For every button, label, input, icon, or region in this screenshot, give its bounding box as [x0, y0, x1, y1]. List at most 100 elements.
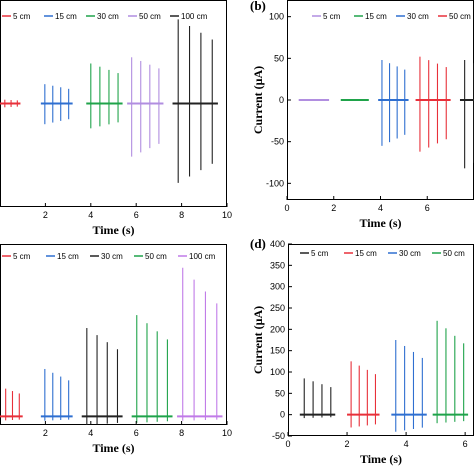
legend-item: 30 cm	[388, 249, 421, 258]
legend: 5 cm 15 cm 30 cm 50 cm	[312, 12, 471, 21]
y-tick-label: 0	[280, 410, 285, 420]
legend-item: 30 cm	[90, 252, 123, 261]
y-axis: -50 0 50 100 150 200 250 300 350 400	[270, 239, 292, 441]
y-axis-title: Current (μA)	[251, 66, 265, 134]
plot-frame	[0, 244, 227, 425]
series-50-cm	[127, 57, 164, 157]
x-axis-title: Time (s)	[360, 452, 402, 466]
x-axis: 2 4 6 8 10	[43, 203, 232, 220]
plot-area	[299, 320, 469, 432]
y-axis-title: Current (μA)	[251, 306, 265, 374]
y-tick-label: 50	[275, 388, 285, 398]
y-tick-label: 100	[269, 12, 284, 22]
x-tick-label: 10	[222, 428, 232, 438]
panel-label: (b)	[250, 0, 266, 13]
legend-label: 50 cm	[139, 12, 161, 21]
y-tick-label: 350	[270, 260, 285, 270]
legend: 5 cm 15 cm 30 cm 50 cm 100 cm	[2, 252, 216, 261]
x-tick-label: 4	[378, 203, 383, 213]
legend-item: 5 cm	[2, 252, 31, 261]
legend-label: 30 cm	[407, 12, 429, 21]
legend-label: 30 cm	[97, 12, 119, 21]
legend-item: 15 cm	[344, 249, 377, 258]
legend-item: 50 cm	[432, 249, 465, 258]
series-50-cm	[432, 320, 469, 424]
legend-label: 50 cm	[443, 249, 465, 258]
x-axis: 0 2 4 6	[285, 432, 468, 449]
y-tick-label: 200	[270, 324, 285, 334]
x-tick-label: 2	[345, 439, 350, 449]
y-tick-label: 0	[279, 95, 284, 105]
legend-item: 50 cm	[134, 252, 167, 261]
x-tick-label: 6	[425, 203, 430, 213]
legend-label: 15 cm	[365, 12, 387, 21]
series-30-cm	[86, 63, 123, 129]
legend-label: 5 cm	[323, 12, 341, 21]
legend-label: 15 cm	[57, 252, 79, 261]
legend-label: 5 cm	[311, 249, 329, 258]
series-5-cm	[0, 99, 21, 108]
panel-a: 2 4 6 8 10 Time (s) 5 cm 15 cm 30 cm 50 cm 100 cm	[0, 0, 232, 237]
legend-label: 50 cm	[145, 252, 167, 261]
x-axis-title: Time (s)	[92, 441, 134, 455]
series-50-cm	[415, 56, 451, 152]
x-tick-label: 8	[179, 428, 184, 438]
series-5-cm	[0, 388, 23, 421]
x-tick-label: 10	[222, 210, 232, 220]
legend-item: 100 cm	[178, 252, 216, 261]
series-15-cm	[40, 84, 73, 125]
y-tick-label: 250	[270, 303, 285, 313]
legend-label: 30 cm	[399, 249, 421, 258]
x-axis: 0 2 4 6	[284, 196, 430, 213]
y-tick-label: 400	[270, 239, 285, 249]
legend-item: 5 cm	[300, 249, 329, 258]
x-tick-label: 6	[134, 428, 139, 438]
legend-label: 100 cm	[189, 252, 216, 261]
series-15-cm	[40, 368, 73, 421]
y-tick-label: -50	[272, 431, 285, 441]
y-tick-label: 300	[270, 282, 285, 292]
legend-label: 30 cm	[101, 252, 123, 261]
y-tick-label: 100	[270, 367, 285, 377]
legend-item: 100 cm	[170, 12, 208, 21]
series-5-cm	[299, 378, 336, 419]
series-30-cm	[391, 340, 427, 432]
x-axis-title: Time (s)	[359, 216, 401, 230]
plot-area	[298, 56, 474, 169]
panel-b: 0 2 4 6 Time (s) -100 -50 0 50 100 Current (μA) (b)…	[250, 0, 474, 230]
legend-item: 15 cm	[354, 12, 387, 21]
legend-label: 50 cm	[449, 12, 471, 21]
legend-item: 50 cm	[128, 12, 161, 21]
x-tick-label: 6	[134, 210, 139, 220]
plot-area	[0, 19, 218, 183]
x-axis: 2 4 6 8 10	[43, 421, 232, 438]
series-100-cm	[177, 267, 223, 421]
legend-item: 50 cm	[438, 12, 471, 21]
legend-item: 15 cm	[44, 12, 77, 21]
legend-item: 5 cm	[312, 12, 341, 21]
legend: 5 cm 15 cm 30 cm 50 cm	[300, 249, 465, 258]
panel-c: 2 4 6 8 10 Time (s) 5 cm 15 cm 30 cm 50 cm 100 cm	[0, 244, 232, 455]
legend-item: 15 cm	[46, 252, 79, 261]
legend-label: 5 cm	[13, 12, 31, 21]
y-tick-label: 50	[274, 53, 284, 63]
legend-label: 15 cm	[355, 249, 377, 258]
y-tick-label: -100	[266, 178, 284, 188]
x-tick-label: 0	[284, 203, 289, 213]
legend-label: 100 cm	[181, 12, 208, 21]
series-30-cm	[81, 328, 123, 425]
legend-item: 30 cm	[86, 12, 119, 21]
x-axis-title: Time (s)	[92, 223, 134, 237]
legend: 5 cm 15 cm 30 cm 50 cm 100 cm	[2, 12, 208, 21]
legend-label: 5 cm	[13, 252, 31, 261]
panel-label: (d)	[250, 236, 266, 251]
x-tick-label: 6	[463, 439, 468, 449]
series-15-cm	[347, 361, 380, 428]
x-tick-label: 4	[88, 210, 93, 220]
x-tick-label: 4	[404, 439, 409, 449]
legend-item: 5 cm	[2, 12, 31, 21]
plot-area	[0, 267, 223, 425]
y-tick-label: -50	[271, 137, 284, 147]
